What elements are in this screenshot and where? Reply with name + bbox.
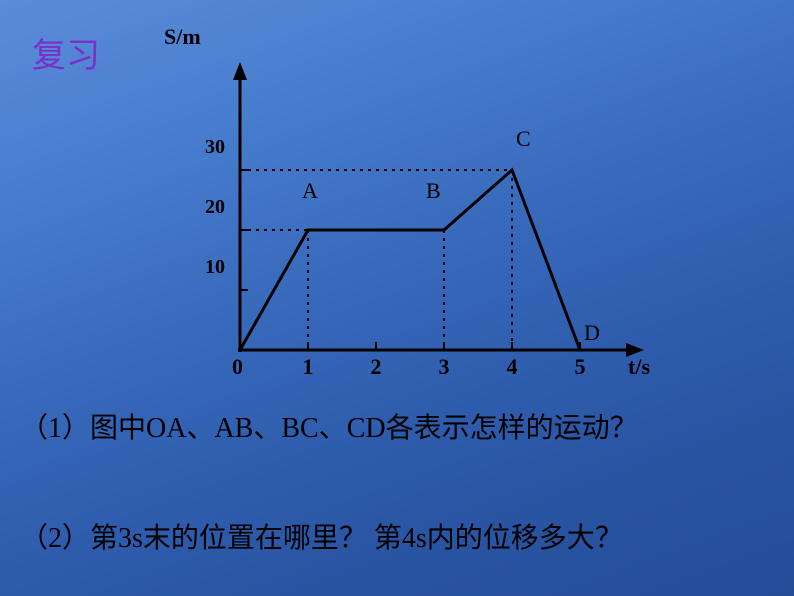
y-tick-20: 20	[195, 196, 225, 219]
x-tick-2: 2	[366, 354, 386, 380]
question-2: （2）第3s末的位置在哪里？ 第4s内的位移多大？	[20, 518, 780, 560]
x-tick-3: 3	[434, 354, 454, 380]
point-label-B: B	[426, 178, 441, 204]
y-tick-10: 10	[195, 256, 225, 279]
point-label-D: D	[584, 320, 600, 346]
x-tick-5: 5	[570, 354, 590, 380]
point-label-A: A	[302, 178, 318, 204]
question-1: （1）图中OA、AB、BC、CD各表示怎样的运动？	[20, 408, 780, 450]
y-tick-30: 30	[195, 136, 225, 159]
slide: 复习 S/m 10 20 30 0 1 2 3 4 5 t/s A B C D …	[0, 0, 794, 596]
review-title: 复习	[32, 28, 100, 77]
origin-label: 0	[232, 354, 243, 380]
x-tick-1: 1	[298, 354, 318, 380]
point-label-C: C	[516, 126, 531, 152]
x-tick-4: 4	[502, 354, 522, 380]
x-axis-label: t/s	[628, 354, 650, 380]
